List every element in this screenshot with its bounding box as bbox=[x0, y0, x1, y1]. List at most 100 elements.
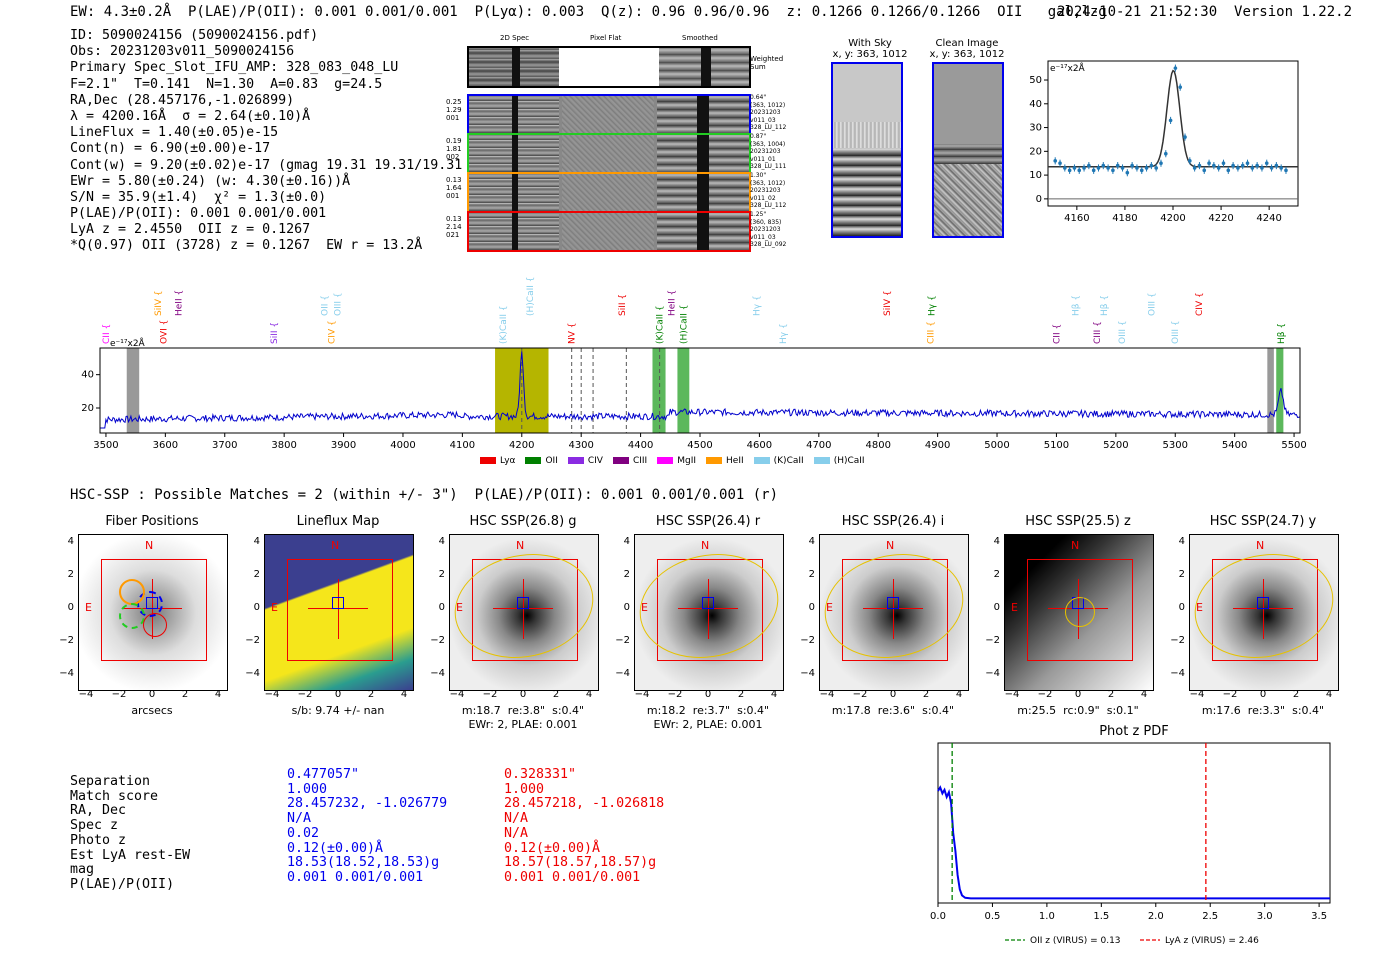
hsc-sub1: m:25.5 rc:0.9" s:0.1" bbox=[1017, 704, 1139, 717]
crosshair-v bbox=[893, 579, 894, 639]
zoom-xtick-label: 4200 bbox=[1160, 213, 1185, 224]
hsc-ytick-label: −4 bbox=[800, 668, 815, 679]
hsc-ytick-label: 4 bbox=[1178, 536, 1185, 547]
target-box bbox=[702, 597, 714, 609]
spectrum-xtick-label: 5200 bbox=[1103, 440, 1128, 451]
spectrum-line-label: OIII { bbox=[334, 292, 344, 316]
zoom-xtick-label: 4240 bbox=[1256, 213, 1281, 224]
cutout-left-value: 001 bbox=[446, 114, 460, 122]
legend-oii-label: OII z (VIRUS) = 0.13 bbox=[1030, 936, 1121, 946]
hsc-image: N E bbox=[634, 534, 784, 691]
hsc-panel-title: HSC SSP(26.4) r bbox=[655, 514, 761, 529]
cutout-right-value: v011_03 bbox=[750, 116, 776, 124]
cutout-right-value: 20231203 bbox=[750, 109, 781, 116]
cutout-right-value: v011_03 bbox=[750, 233, 776, 241]
legend-label: Lyα bbox=[500, 456, 516, 466]
cutout-right-value: 1.25" bbox=[750, 211, 767, 218]
hsc-ytick-label: 4 bbox=[808, 536, 815, 547]
spectrum-line-label: (K)CaII { bbox=[499, 305, 509, 344]
cutout-left-value: 0.19 bbox=[446, 137, 462, 145]
zoom-point bbox=[1245, 161, 1250, 166]
hsc-ytick-label: 0 bbox=[1178, 602, 1185, 613]
cutout-left-value: 021 bbox=[446, 231, 460, 239]
hsc-ytick-label: 0 bbox=[623, 602, 630, 613]
hsc-panel: Fiber Positions N E −4 −2 0 2 4 arcsecs −4 −2… bbox=[59, 512, 242, 724]
legend-swatch bbox=[706, 457, 723, 464]
match-cell: 0.328331" bbox=[504, 767, 577, 782]
fiber-orange bbox=[119, 579, 145, 605]
hsc-panel-title: HSC SSP(26.8) g bbox=[469, 514, 577, 529]
east-label: E bbox=[641, 601, 648, 614]
spectrum-xtick-label: 4600 bbox=[747, 440, 772, 451]
spectrum-xtick-label: 5100 bbox=[1044, 440, 1069, 451]
zoom-point bbox=[1264, 161, 1269, 166]
fiber-red bbox=[143, 613, 167, 637]
hsc-xtick-label: −4 bbox=[634, 689, 650, 700]
zoom-point bbox=[1091, 168, 1096, 173]
hsc-image: N E bbox=[819, 534, 969, 691]
legend-swatch bbox=[657, 457, 674, 464]
match-cell: 0.02 bbox=[287, 825, 320, 841]
photz-chart: 0.0 0.5 1.0 1.5 2.0 2.5 3.0 3.5 OII z (VIRUS) = … bbox=[930, 742, 1331, 946]
zoom-point bbox=[1250, 166, 1255, 170]
info-obs: Obs: 20231203v011_5090024156 bbox=[70, 44, 295, 60]
hsc-panel-title: Fiber Positions bbox=[105, 514, 199, 529]
zoom-point bbox=[1111, 168, 1115, 173]
spectrum-xtick-label: 3800 bbox=[271, 440, 296, 451]
cutout-row-right-label: 1.25" (360, 835) 20231203 v011_03 328_LU_092 bbox=[750, 211, 786, 249]
hsc-ytick-label: 2 bbox=[67, 569, 74, 580]
east-label: E bbox=[85, 601, 92, 614]
cutout-right-value: 0.87" bbox=[750, 133, 767, 140]
hsc-xtick-label: −2 bbox=[482, 689, 498, 700]
spectrum-line-label: SiIV { bbox=[883, 290, 893, 316]
cutout-right-value: 1.30" bbox=[750, 172, 767, 179]
east-label: E bbox=[1196, 601, 1203, 614]
hsc-xtick-label: −4 bbox=[449, 689, 465, 700]
cutout-right-value: 0.64" bbox=[750, 94, 767, 101]
zoom-ytick-label: 20 bbox=[1029, 146, 1042, 157]
hsc-image: N E bbox=[1004, 534, 1154, 691]
zoom-point bbox=[1269, 166, 1274, 170]
info-qz: *Q(0.97) OII (3728) z = 0.1267 EW r = 13… bbox=[70, 238, 423, 254]
hsc-sub1: m:18.7 re:3.8" s:0.4" bbox=[461, 704, 585, 717]
fiber-green bbox=[119, 603, 145, 629]
full-spectrum-chart: CII {SiIV {OVI {HeII {SiII {OII {CIV {OI… bbox=[81, 277, 1307, 452]
hsc-yticks: −4 −2 0 2 4 bbox=[800, 534, 817, 689]
cutout-row-left-label: 0.13 2.14 021 bbox=[446, 215, 462, 239]
hsc-sub1: m:18.2 re:3.7" s:0.4" bbox=[646, 704, 770, 717]
hsc-xtick-label: −4 bbox=[1189, 689, 1205, 700]
hsc-xtick-label: 0 bbox=[519, 689, 527, 700]
hsc-xtick-label: 2 bbox=[1107, 689, 1115, 700]
target-box bbox=[517, 597, 529, 609]
zoom-point bbox=[1236, 166, 1240, 170]
spectrum-line-label: OIII { bbox=[1118, 320, 1128, 344]
zoom-point bbox=[1053, 159, 1058, 163]
hsc-xtick-label: 4 bbox=[1140, 689, 1148, 700]
crosshair-v bbox=[338, 579, 339, 639]
zoom-point bbox=[1274, 163, 1279, 168]
match-cell: RA, Dec bbox=[70, 803, 127, 819]
aperture-box bbox=[472, 559, 578, 661]
hsc-panel-title: Lineflux Map bbox=[296, 514, 380, 529]
clean-image bbox=[932, 62, 1004, 238]
zoom-xtick-label: 4220 bbox=[1208, 213, 1233, 224]
info-lineflux: LineFlux = 1.40(±0.05)e-15 bbox=[70, 125, 279, 141]
hsc-panel: HSC SSP(26.8) g N E −4 −2 0 2 4 m:18.7 re:3.… bbox=[430, 512, 613, 731]
spectrum-legend-item: CIII bbox=[612, 456, 647, 466]
zoom-point bbox=[1082, 166, 1086, 170]
zoom-point bbox=[1130, 163, 1134, 168]
cutout-row-right-label: 0.64" (363, 1012) 20231203 v011_03 328_LU_11… bbox=[750, 94, 786, 132]
spectrum-legend-item: MgII bbox=[657, 456, 696, 466]
spectrum-xtick-label: 4500 bbox=[687, 440, 712, 451]
cutout-right-value: v011_01 bbox=[750, 155, 776, 163]
match-cell: Spec z bbox=[70, 818, 119, 834]
hsc-image: N E bbox=[264, 534, 414, 691]
hsc-xtick-label: 0 bbox=[889, 689, 897, 700]
spectrum-line-label: OIII { bbox=[1147, 292, 1157, 316]
zoom-point bbox=[1188, 159, 1192, 163]
cutout-right-value: v011_02 bbox=[750, 194, 776, 202]
spectrum-line-label: CIII { bbox=[926, 321, 936, 344]
zoom-point bbox=[1135, 166, 1139, 170]
zoom-point bbox=[1139, 168, 1144, 173]
spectrum-xtick-label: 5500 bbox=[1281, 440, 1306, 451]
